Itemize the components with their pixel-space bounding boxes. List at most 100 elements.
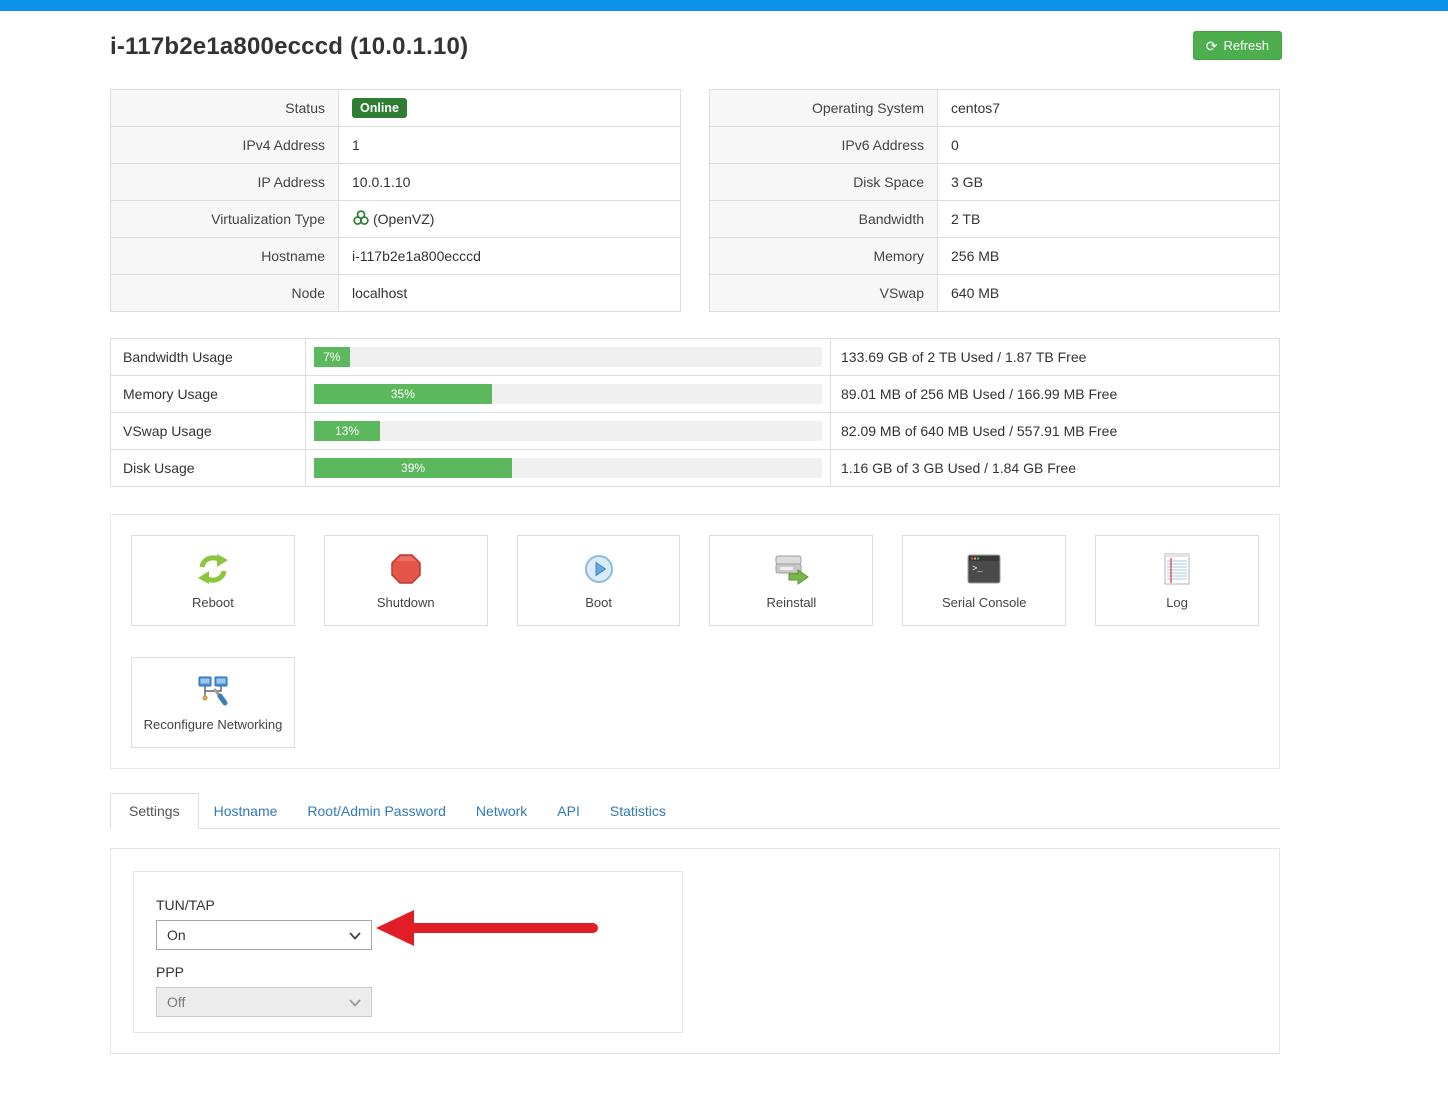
action-label: Shutdown	[376, 595, 435, 610]
tab-network[interactable]: Network	[475, 803, 528, 819]
disk-usage-bar: 39%	[314, 458, 822, 478]
usage-table: Bandwidth Usage 7% 133.69 GB of 2 TB Use…	[110, 338, 1280, 487]
table-row: IPv6 Address 0	[709, 126, 1280, 164]
hostname-label: Hostname	[110, 237, 339, 275]
log-button[interactable]: Log	[1095, 535, 1259, 626]
bandwidth-usage-detail: 133.69 GB of 2 TB Used / 1.87 TB Free	[830, 338, 1280, 376]
reboot-button[interactable]: Reboot	[131, 535, 295, 626]
status-label: Status	[110, 89, 339, 127]
ppp-selected-value: Off	[167, 994, 186, 1010]
ip-address-value: 10.0.1.10	[338, 163, 681, 201]
actions-panel: Reboot Shutdown Boot	[110, 514, 1280, 769]
boot-button[interactable]: Boot	[516, 535, 681, 626]
reinstall-button[interactable]: Reinstall	[709, 535, 874, 626]
log-icon	[1164, 551, 1190, 587]
tuntap-selected-value: On	[167, 927, 186, 943]
table-row: VSwap Usage 13% 82.09 MB of 640 MB Used …	[110, 412, 1280, 450]
bandwidth-usage-label: Bandwidth Usage	[110, 338, 306, 376]
shutdown-icon	[390, 551, 422, 587]
reconfigure-networking-icon	[196, 673, 230, 709]
disk-space-label: Disk Space	[709, 163, 938, 201]
tab-root-admin-password[interactable]: Root/Admin Password	[307, 803, 446, 819]
memory-value: 256 MB	[937, 237, 1280, 275]
table-row: Operating System centos7	[709, 89, 1280, 127]
table-row: Bandwidth 2 TB	[709, 200, 1280, 238]
vswap-value: 640 MB	[937, 274, 1280, 312]
memory-usage-label: Memory Usage	[110, 375, 306, 413]
chevron-down-icon	[349, 927, 361, 943]
virtualization-type-label: Virtualization Type	[110, 200, 339, 238]
memory-label: Memory	[709, 237, 938, 275]
tabs-bar: Settings Hostname Root/Admin Password Ne…	[110, 792, 1280, 829]
vm-info-table-right: Operating System centos7 IPv6 Address 0 …	[709, 89, 1280, 312]
ppp-select: Off	[156, 987, 372, 1017]
serial-console-button[interactable]: >_ Serial Console	[902, 535, 1067, 626]
refresh-button[interactable]: ⟳ Refresh	[1192, 31, 1282, 60]
table-row: IPv4 Address 1	[110, 126, 681, 164]
svg-text:>_: >_	[972, 564, 983, 574]
tuntap-label: TUN/TAP	[156, 897, 215, 913]
page-header: i-117b2e1a800ecccd (10.0.1.10) ⟳ Refresh	[110, 31, 1282, 73]
memory-usage-detail: 89.01 MB of 256 MB Used / 166.99 MB Free	[830, 375, 1280, 413]
ipv6-count-value: 0	[937, 126, 1280, 164]
action-label: Serial Console	[941, 595, 1027, 610]
status-badge: Online	[352, 98, 407, 118]
settings-form: TUN/TAP On PPP Off	[133, 871, 683, 1033]
vswap-label: VSwap	[709, 274, 938, 312]
bandwidth-value: 2 TB	[937, 200, 1280, 238]
table-row: Hostname i-117b2e1a800ecccd	[110, 237, 681, 275]
action-label: Boot	[585, 595, 612, 610]
disk-usage-label: Disk Usage	[110, 449, 306, 487]
refresh-icon: ⟳	[1205, 37, 1218, 54]
bandwidth-usage-percent: 7%	[323, 350, 341, 364]
node-value: localhost	[338, 274, 681, 312]
reconfigure-networking-button[interactable]: Reconfigure Networking	[131, 657, 295, 748]
table-row: VSwap 640 MB	[709, 274, 1280, 312]
red-arrow-annotation	[376, 910, 598, 946]
disk-usage-percent: 39%	[401, 461, 426, 475]
memory-usage-percent: 35%	[390, 387, 415, 401]
chevron-down-icon	[349, 994, 361, 1010]
serial-console-icon: >_	[967, 551, 1001, 587]
table-row: Disk Space 3 GB	[709, 163, 1280, 201]
hostname-value: i-117b2e1a800ecccd	[338, 237, 681, 275]
tab-settings[interactable]: Settings	[110, 793, 199, 829]
bandwidth-label: Bandwidth	[709, 200, 938, 238]
refresh-label: Refresh	[1223, 38, 1269, 53]
table-row: Status Online	[110, 89, 681, 127]
ipv4-count-label: IPv4 Address	[110, 126, 339, 164]
settings-panel: TUN/TAP On PPP Off	[110, 848, 1280, 1054]
table-row: Virtualization Type (OpenVZ)	[110, 200, 681, 238]
os-label: Operating System	[709, 89, 938, 127]
vswap-usage-label: VSwap Usage	[110, 412, 306, 450]
ipv6-count-label: IPv6 Address	[709, 126, 938, 164]
openvz-icon	[352, 209, 370, 230]
ppp-label: PPP	[156, 964, 185, 980]
memory-usage-bar: 35%	[314, 384, 822, 404]
page-title: i-117b2e1a800ecccd (10.0.1.10)	[110, 33, 469, 60]
reboot-icon	[196, 551, 230, 587]
table-row: Disk Usage 39% 1.16 GB of 3 GB Used / 1.…	[110, 449, 1280, 487]
vm-info-table-left: Status Online IPv4 Address 1 IP Address …	[110, 89, 681, 312]
disk-space-value: 3 GB	[937, 163, 1280, 201]
action-label: Reboot	[191, 595, 234, 610]
tab-statistics[interactable]: Statistics	[609, 803, 666, 819]
ip-address-label: IP Address	[110, 163, 339, 201]
disk-usage-detail: 1.16 GB of 3 GB Used / 1.84 GB Free	[830, 449, 1280, 487]
shutdown-button[interactable]: Shutdown	[323, 535, 488, 626]
vswap-usage-detail: 82.09 MB of 640 MB Used / 557.91 MB Free	[830, 412, 1280, 450]
action-label: Reconfigure Networking	[143, 717, 283, 732]
table-row: Node localhost	[110, 274, 681, 312]
boot-icon	[583, 551, 615, 587]
top-accent-bar	[0, 0, 1448, 11]
tuntap-select[interactable]: On	[156, 920, 372, 950]
reinstall-icon	[773, 551, 810, 587]
tab-hostname[interactable]: Hostname	[213, 803, 278, 819]
action-label: Reinstall	[766, 595, 817, 610]
table-row: Memory 256 MB	[709, 237, 1280, 275]
ipv4-count-value: 1	[338, 126, 681, 164]
bandwidth-usage-bar: 7%	[314, 347, 822, 367]
tab-api[interactable]: API	[557, 803, 580, 819]
action-label: Log	[1166, 595, 1188, 610]
table-row: IP Address 10.0.1.10	[110, 163, 681, 201]
